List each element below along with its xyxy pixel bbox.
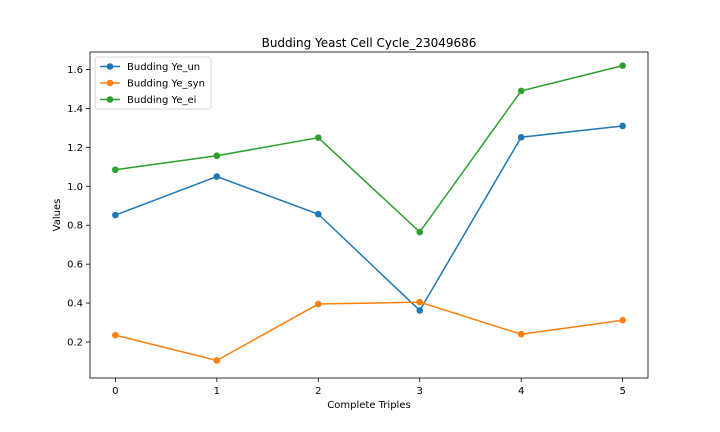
data-point xyxy=(213,357,221,364)
data-point xyxy=(619,122,626,130)
legend-box xyxy=(94,56,212,110)
data-point xyxy=(416,307,424,314)
y-axis: 0.2 0.4 0.6 0.8 1.0 1.2 1.4 1.6 xyxy=(67,65,90,348)
y-tick-label: 1.4 xyxy=(67,104,83,115)
x-tick-label: 2 xyxy=(315,386,321,397)
data-point xyxy=(416,298,424,306)
y-tick-label: 1.2 xyxy=(67,143,83,154)
data-point xyxy=(314,210,322,218)
x-axis: 0 1 2 3 4 5 xyxy=(112,378,626,397)
y-tick-label: 1.0 xyxy=(67,182,83,193)
legend-label: Budding Ye_syn xyxy=(127,79,205,90)
series-layer xyxy=(112,62,626,364)
plot-area xyxy=(89,51,649,379)
y-tick-label: 0.6 xyxy=(67,260,83,271)
data-point xyxy=(112,166,119,174)
x-tick-label: 0 xyxy=(112,386,118,397)
y-tick-label: 0.8 xyxy=(67,221,83,232)
data-point xyxy=(112,331,119,339)
series-line xyxy=(115,301,623,362)
data-point xyxy=(517,330,525,338)
chart-title: Budding Yeast Cell Cycle_23049686 xyxy=(262,36,477,50)
data-point xyxy=(619,316,626,324)
data-point xyxy=(314,134,322,141)
x-tick-label: 4 xyxy=(518,386,524,397)
legend-marker xyxy=(106,63,114,70)
data-point xyxy=(314,300,322,308)
legend-label: Budding Ye_un xyxy=(127,62,200,73)
series-line xyxy=(115,125,623,312)
x-tick-label: 3 xyxy=(417,386,423,397)
data-point xyxy=(213,173,221,180)
y-axis-label: Values xyxy=(52,199,63,232)
x-tick-label: 1 xyxy=(214,386,220,397)
legend-marker xyxy=(106,96,114,103)
legend-label: Budding Ye_ei xyxy=(127,95,196,106)
data-point xyxy=(213,152,221,160)
data-point xyxy=(619,62,626,69)
plot-frame xyxy=(89,51,649,379)
data-point xyxy=(517,133,525,141)
legend: Budding Ye_un Budding Ye_syn Budding Ye_ei xyxy=(94,56,212,110)
x-tick-label: 5 xyxy=(619,386,625,397)
y-tick-label: 0.4 xyxy=(67,299,83,310)
data-point xyxy=(416,228,424,236)
y-tick-label: 1.6 xyxy=(67,65,83,76)
series-line xyxy=(115,64,623,234)
legend-marker xyxy=(106,79,114,87)
y-tick-label: 0.2 xyxy=(67,337,83,348)
data-point xyxy=(112,211,119,219)
data-point xyxy=(517,87,525,95)
x-axis-label: Complete Triples xyxy=(327,400,410,411)
